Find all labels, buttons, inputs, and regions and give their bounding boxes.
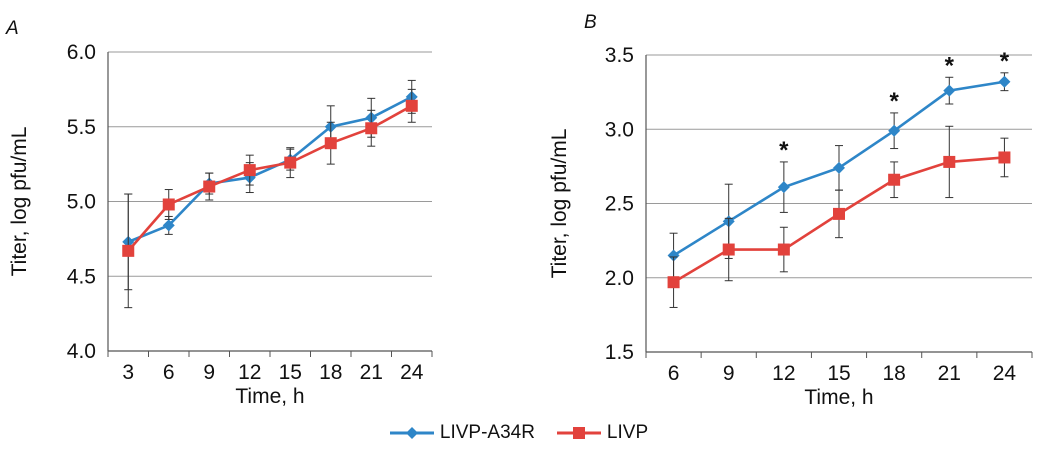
x-tick-label: 18: [882, 362, 905, 385]
data-point: [122, 244, 135, 257]
data-point: [943, 155, 956, 168]
data-point: [162, 198, 175, 211]
legend-label-livp-a34r: LIVP-A34R: [439, 422, 535, 443]
chart-a: 4.0 4.5 5.0 5.5 6.0 3 6 9 12 15 18 21 24 Time, h Titer…: [8, 41, 433, 408]
legend-item-livp: LIVP: [556, 422, 649, 444]
x-tick-label: 15: [279, 361, 302, 384]
x-tick-label: 15: [827, 362, 850, 385]
significance-marker: *: [779, 137, 789, 164]
x-tick-label: 6: [668, 362, 680, 385]
y-tick-label: 3.0: [605, 118, 634, 141]
y-tick-label: 2.0: [605, 267, 634, 290]
y-tick-label: 4.0: [67, 340, 96, 363]
significance-marker: *: [945, 52, 955, 79]
data-point: [324, 137, 337, 150]
panel-label-a: A: [6, 18, 19, 39]
x-tick-label: 21: [360, 361, 383, 384]
y-axis-title: Titer, log pfu/mL: [8, 127, 31, 277]
series-line-livp: [127, 104, 413, 252]
data-point: [998, 151, 1011, 164]
legend-item-livp-a34r: LIVP-A34R: [389, 422, 535, 444]
x-tick-label: 9: [723, 362, 735, 385]
x-tick-label: 24: [993, 362, 1017, 385]
x-tick-label: 12: [772, 362, 795, 385]
square-line-icon: [556, 427, 601, 439]
data-point: [162, 219, 175, 232]
data-point: [365, 122, 378, 135]
data-point: [888, 124, 901, 137]
x-axis-title: Time, h: [804, 386, 873, 409]
x-tick-label: 21: [938, 362, 961, 385]
data-point: [243, 164, 256, 177]
data-point: [722, 243, 735, 256]
y-tick-label: 6.0: [67, 41, 96, 64]
data-point: [833, 161, 845, 174]
legend-label-livp: LIVP: [606, 422, 649, 443]
y-tick-label: 1.5: [605, 341, 634, 364]
significance-marker: *: [1000, 48, 1010, 75]
series-line-livp-a34r: [127, 95, 413, 244]
data-point: [777, 243, 790, 256]
x-tick-label: 6: [163, 361, 175, 384]
legend-diamond: [405, 427, 418, 439]
x-tick-label: 12: [238, 361, 261, 384]
chart-b: 1.5 2.0 2.5 3.0 3.5 6 9 12 15 18 21 24 Time, h Titer,…: [548, 44, 1033, 409]
y-tick-label: 4.5: [67, 265, 96, 288]
x-tick-label: 24: [400, 361, 424, 384]
x-tick-label: 9: [203, 361, 215, 384]
data-point: [667, 249, 680, 262]
y-tick-label: 3.5: [605, 44, 634, 67]
significance-marker: *: [889, 88, 899, 115]
y-axis-title: Titer, log pfu/mL: [548, 129, 571, 279]
data-point: [833, 207, 845, 220]
data-point: [888, 173, 901, 186]
legend: LIVP-A34R LIVP: [0, 418, 1038, 448]
data-point: [667, 276, 680, 289]
diamond-line-icon: [389, 427, 434, 439]
data-point: [405, 99, 418, 112]
data-point: [943, 84, 956, 97]
data-point: [998, 75, 1011, 88]
data-point: [777, 181, 790, 194]
data-point: [203, 180, 216, 193]
y-tick-label: 5.5: [67, 116, 96, 139]
data-point: [284, 156, 297, 169]
x-tick-label: 18: [319, 361, 342, 384]
x-tick-label: 3: [122, 361, 134, 384]
legend-square: [572, 427, 585, 439]
panel-label-b: B: [584, 12, 597, 33]
y-tick-label: 5.0: [67, 191, 96, 214]
x-axis-title: Time, h: [235, 385, 304, 408]
y-tick-label: 2.5: [605, 193, 634, 216]
